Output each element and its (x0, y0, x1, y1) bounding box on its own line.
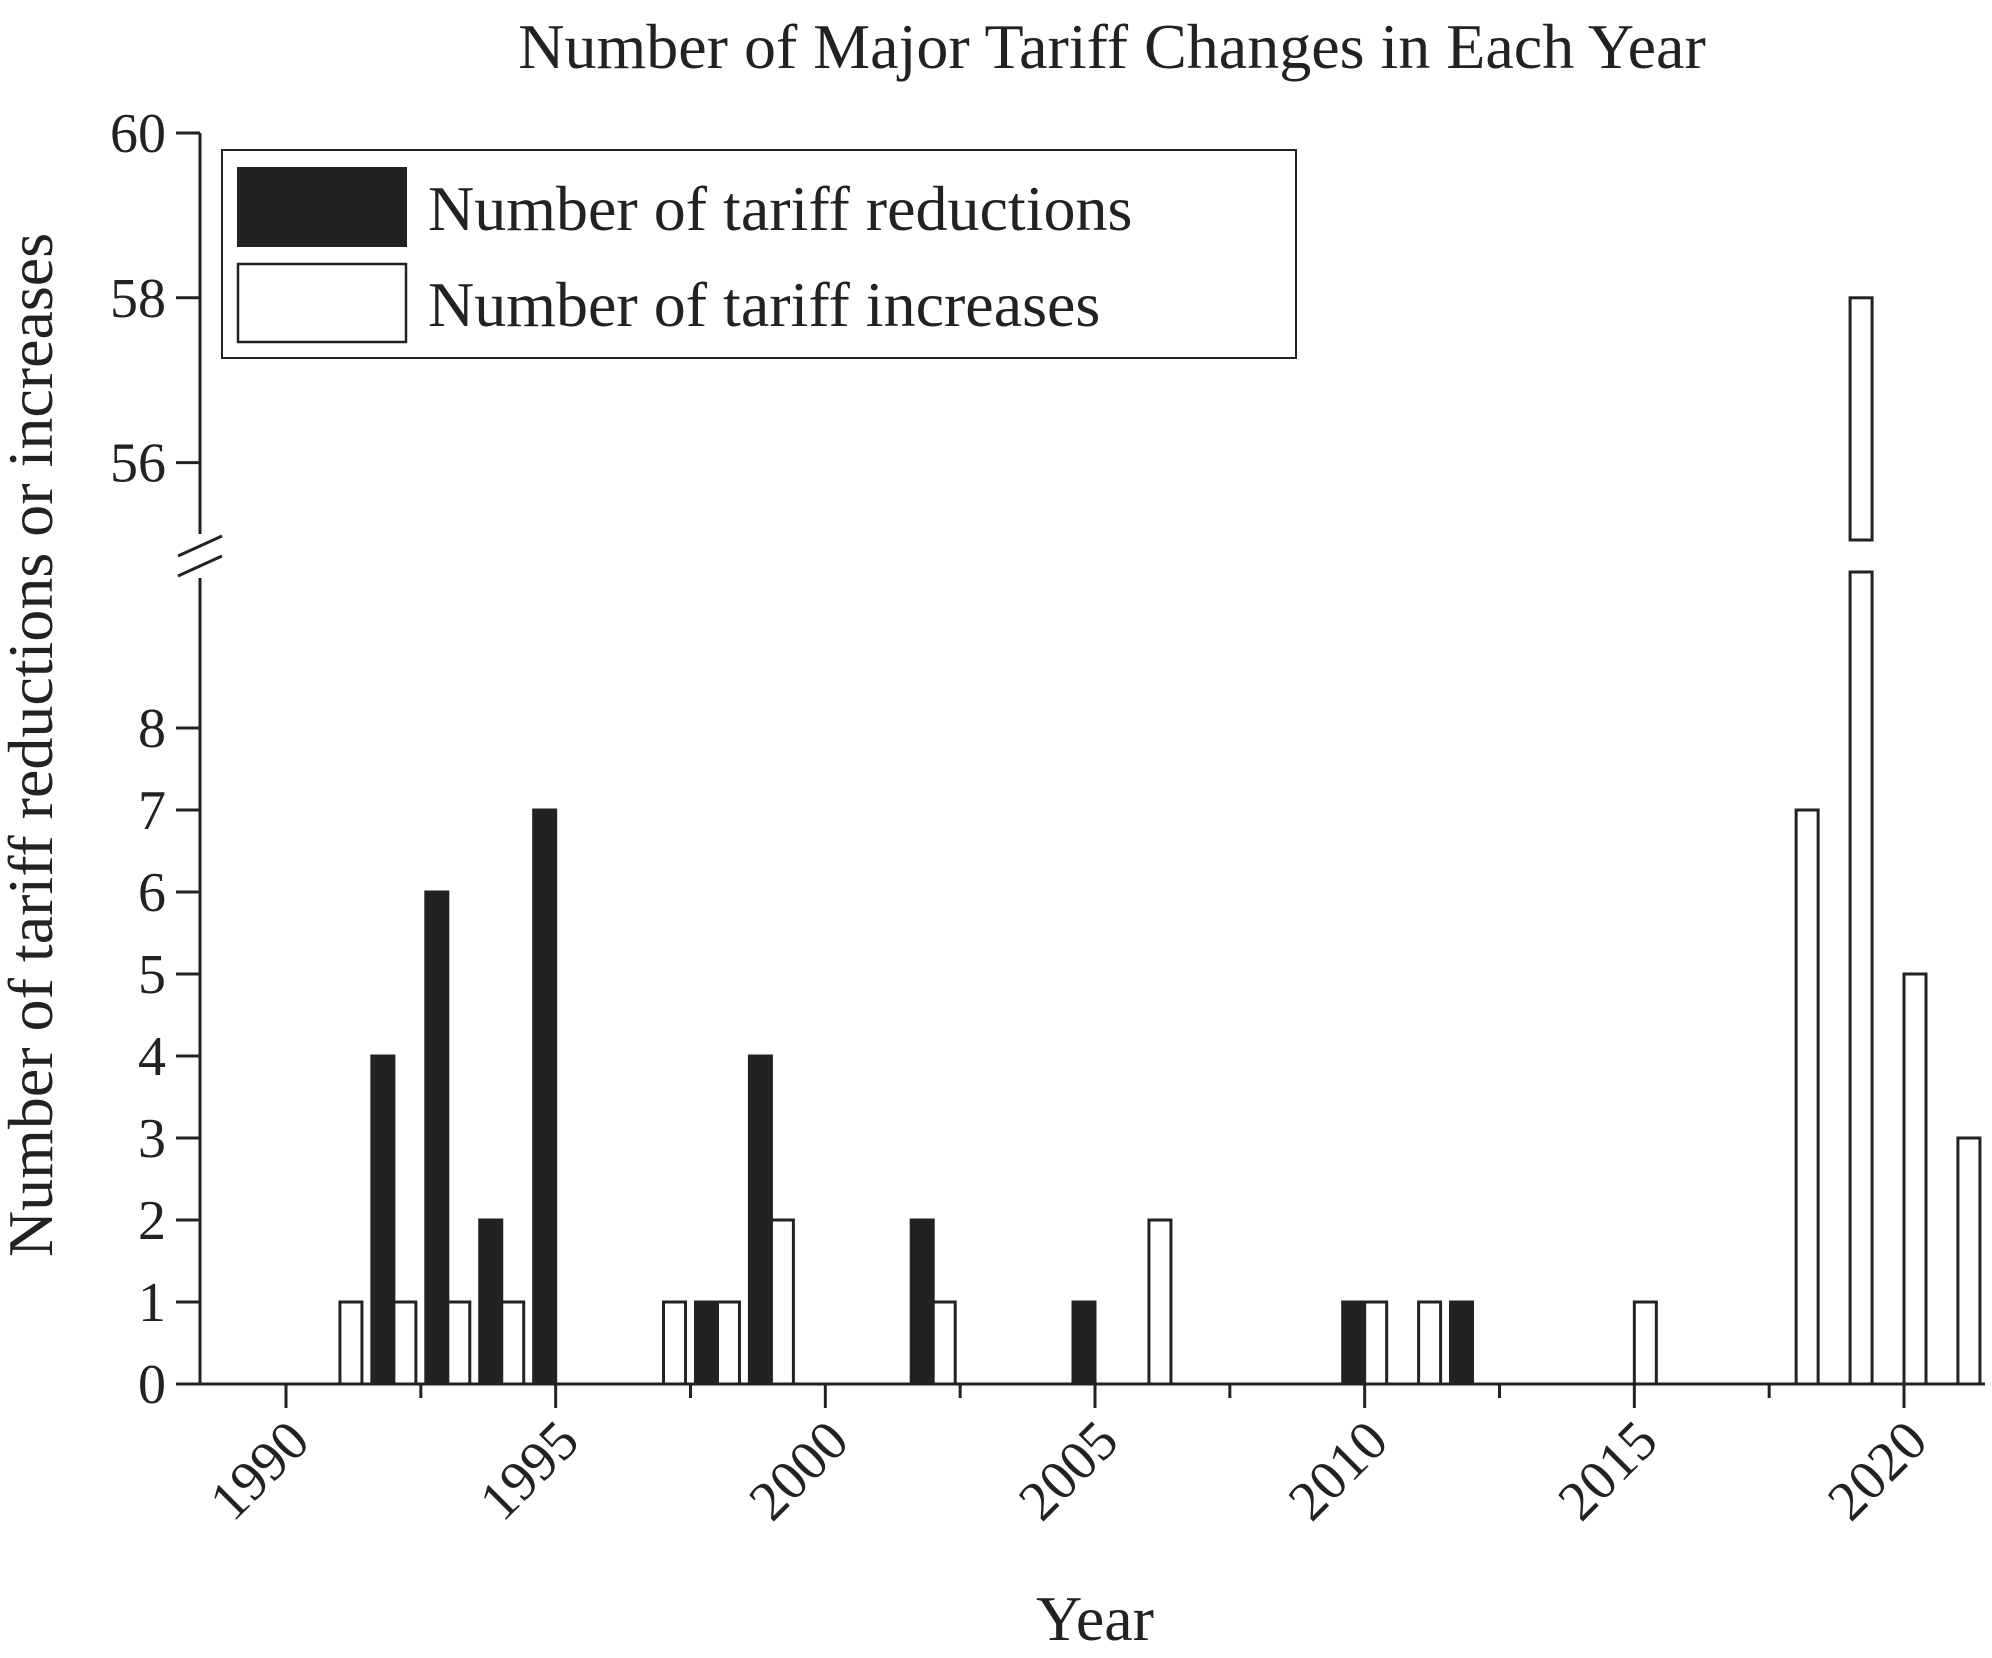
legend-label-reductions: Number of tariff reductions (428, 173, 1132, 244)
y-tick-label: 6 (138, 862, 166, 924)
bar-increases (662, 1300, 688, 1386)
legend-swatch-increases (236, 262, 408, 344)
bar-increases (1147, 1218, 1173, 1386)
y-tick-label: 8 (138, 698, 166, 760)
x-tick-label: 2000 (737, 1409, 860, 1532)
y-tick-label: 0 (138, 1354, 166, 1416)
bar-increases (1956, 1136, 1982, 1386)
bar-increases (1417, 1300, 1443, 1386)
bar-reductions (693, 1300, 719, 1386)
y-tick-label: 3 (138, 1108, 166, 1170)
x-tick-label: 2015 (1546, 1409, 1669, 1532)
bar-increases (1632, 1300, 1658, 1386)
x-tick-label: 1990 (198, 1409, 321, 1532)
bar-increases (931, 1300, 957, 1386)
bar-reductions (747, 1054, 773, 1386)
bar-increases (500, 1300, 526, 1386)
bar-reductions (370, 1054, 396, 1386)
chart-title: Number of Major Tariff Changes in Each Y… (518, 11, 1706, 82)
y-tick-label: 60 (110, 103, 166, 165)
y-axis-break-mark (177, 554, 223, 578)
legend: Number of tariff reductions Number of ta… (221, 149, 1297, 359)
bar-increases (769, 1218, 795, 1386)
bar-reductions (1071, 1300, 1097, 1386)
legend-label-increases: Number of tariff increases (428, 269, 1100, 340)
bar-reductions (478, 1218, 504, 1386)
x-tick-label: 2005 (1007, 1409, 1130, 1532)
y-tick-label: 56 (110, 433, 166, 495)
x-tick-label: 2020 (1816, 1409, 1939, 1532)
bar-increases (1363, 1300, 1389, 1386)
bar-increases-upper (1848, 296, 1874, 542)
bar-reductions (1341, 1300, 1367, 1386)
bar-increases (446, 1300, 472, 1386)
y-tick-label: 4 (138, 1026, 166, 1088)
y-tick-label: 7 (138, 780, 166, 842)
bar-increases (715, 1300, 741, 1386)
y-axis-break-mark (177, 534, 223, 558)
bar-increases (1902, 972, 1928, 1386)
bars (338, 296, 1982, 1386)
bar-reductions (424, 890, 450, 1386)
x-tick-label: 1995 (468, 1409, 591, 1532)
x-tick-label: 2010 (1277, 1409, 1400, 1532)
bar-reductions (909, 1218, 935, 1386)
y-tick-label: 58 (110, 268, 166, 330)
bar-increases-lower (1848, 570, 1874, 1386)
y-tick-label: 2 (138, 1190, 166, 1252)
y-tick-label: 1 (138, 1272, 166, 1334)
bar-increases (1794, 808, 1820, 1386)
y-tick-label: 5 (138, 944, 166, 1006)
y-axis-label: Number of tariff reductions or increases (0, 233, 66, 1257)
bar-increases (338, 1300, 364, 1386)
x-axis-label: Year (1036, 1583, 1154, 1654)
bar-reductions (1449, 1300, 1475, 1386)
legend-swatch-reductions (237, 167, 407, 247)
bar-increases (392, 1300, 418, 1386)
bar-reductions (532, 808, 558, 1386)
